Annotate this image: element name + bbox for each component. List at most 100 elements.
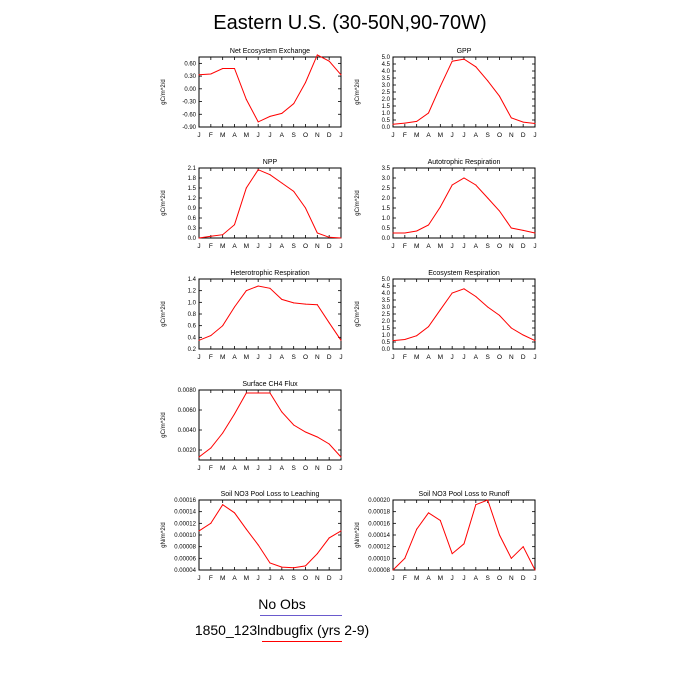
- y-tick-label: 0.2: [188, 347, 197, 353]
- x-tick-label: M: [244, 354, 249, 361]
- data-point: [293, 190, 295, 192]
- y-tick-label: 0.00018: [368, 510, 390, 516]
- data-point: [522, 546, 524, 548]
- plot-frame: [198, 499, 342, 571]
- data-point: [499, 314, 500, 316]
- y-tick-label: 0.00016: [174, 498, 196, 504]
- x-tick-label: J: [339, 132, 342, 139]
- x-tick-label: M: [220, 575, 225, 582]
- x-tick-label: M: [220, 354, 225, 361]
- data-point: [451, 60, 453, 62]
- series-line: [392, 499, 536, 571]
- plot-frame: [392, 56, 536, 128]
- x-tick-label: J: [339, 575, 342, 582]
- data-point: [475, 66, 477, 68]
- data-point: [328, 443, 330, 445]
- y-tick-label: 0.0060: [178, 408, 197, 414]
- x-tick-label: M: [438, 575, 443, 582]
- data-point: [534, 123, 536, 124]
- y-tick-label: 4.5: [382, 62, 391, 68]
- plot-frame: [198, 278, 342, 350]
- y-axis-label: gC/m^2/d: [161, 190, 167, 216]
- x-tick-label: M: [220, 132, 225, 139]
- x-tick-label: O: [303, 575, 308, 582]
- y-tick-label: 0.6: [188, 216, 197, 222]
- data-point: [392, 569, 394, 571]
- panel-title: NPP: [263, 159, 278, 166]
- data-point: [416, 528, 418, 530]
- figure-title: Eastern U.S. (30-50N,90-70W): [213, 12, 487, 34]
- data-point: [234, 224, 235, 226]
- x-tick-label: J: [533, 354, 536, 361]
- panel-title: Ecosystem Respiration: [428, 270, 500, 277]
- y-tick-label: 2.0: [382, 97, 391, 103]
- x-tick-label: J: [533, 575, 536, 582]
- y-tick-label: 1.0: [188, 300, 197, 306]
- x-tick-label: D: [327, 575, 332, 582]
- x-tick-label: S: [291, 465, 296, 472]
- x-tick-label: S: [291, 132, 296, 139]
- x-tick-label: O: [303, 243, 308, 250]
- y-tick-label: 0.00012: [174, 521, 196, 527]
- data-point: [222, 325, 224, 327]
- legend-label-no-obs: No Obs: [258, 596, 306, 612]
- data-point: [404, 122, 406, 124]
- x-tick-label: J: [257, 465, 260, 472]
- y-tick-label: 0.0: [382, 347, 391, 353]
- y-tick-label: 0.5: [382, 340, 391, 346]
- y-tick-label: 1.0: [382, 333, 391, 339]
- data-point: [392, 123, 394, 125]
- y-tick-label: 0.00014: [368, 533, 390, 539]
- x-tick-label: J: [462, 354, 465, 361]
- data-point: [463, 543, 465, 545]
- x-tick-label: S: [485, 243, 490, 250]
- y-tick-label: 0.9: [188, 206, 197, 212]
- x-tick-label: S: [291, 575, 296, 582]
- y-axis-label: gC/m^2/d: [355, 190, 361, 216]
- x-tick-label: A: [232, 354, 237, 361]
- data-point: [210, 235, 212, 237]
- data-point: [428, 112, 429, 114]
- x-tick-label: J: [391, 575, 394, 582]
- data-point: [340, 456, 342, 458]
- x-tick-label: J: [257, 575, 260, 582]
- y-tick-label: 2.0: [382, 196, 391, 202]
- x-tick-label: M: [438, 243, 443, 250]
- x-tick-label: A: [280, 132, 285, 139]
- panel-title: Surface CH4 Flux: [242, 381, 298, 388]
- x-tick-label: O: [497, 243, 502, 250]
- data-point: [487, 306, 489, 308]
- data-point: [305, 81, 306, 83]
- y-tick-label: 0.30: [184, 74, 196, 80]
- data-point: [487, 80, 489, 82]
- x-tick-label: M: [244, 575, 249, 582]
- data-point: [281, 566, 283, 568]
- x-tick-label: F: [209, 354, 213, 361]
- x-tick-label: A: [426, 243, 431, 250]
- y-tick-label: 1.0: [382, 216, 391, 222]
- x-tick-label: N: [509, 132, 514, 139]
- x-tick-label: N: [315, 243, 320, 250]
- data-point: [316, 304, 318, 306]
- x-tick-label: A: [280, 465, 285, 472]
- data-point: [293, 424, 295, 426]
- x-tick-label: O: [497, 354, 502, 361]
- x-tick-label: N: [315, 354, 320, 361]
- x-tick-label: A: [474, 132, 479, 139]
- data-point: [281, 298, 283, 300]
- x-tick-label: J: [391, 132, 394, 139]
- data-point: [269, 287, 271, 289]
- data-point: [222, 504, 224, 506]
- data-point: [522, 334, 524, 336]
- data-point: [210, 73, 212, 75]
- x-tick-label: F: [403, 243, 407, 250]
- legend-line-no-obs: [260, 615, 342, 616]
- x-tick-label: A: [426, 132, 431, 139]
- x-tick-label: J: [391, 354, 394, 361]
- y-tick-label: -0.30: [182, 100, 196, 106]
- panel-title: Soil NO3 Pool Loss to Runoff: [419, 491, 510, 498]
- y-tick-label: 1.0: [382, 111, 391, 117]
- data-point: [475, 184, 477, 186]
- x-tick-label: M: [244, 465, 249, 472]
- y-tick-label: 0.00020: [368, 498, 390, 504]
